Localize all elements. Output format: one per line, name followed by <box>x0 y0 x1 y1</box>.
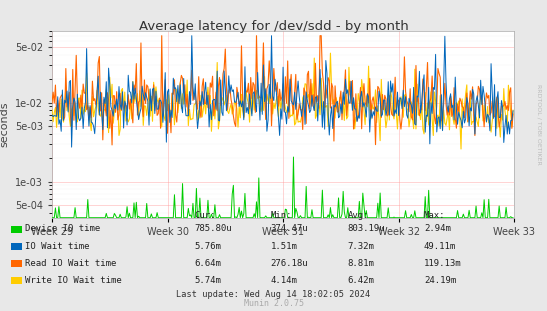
Text: 374.47u: 374.47u <box>271 225 309 233</box>
Text: 8.81m: 8.81m <box>347 259 374 267</box>
Text: Max:: Max: <box>424 211 445 220</box>
Text: Avg:: Avg: <box>347 211 369 220</box>
Text: IO Wait time: IO Wait time <box>25 242 90 250</box>
Text: Min:: Min: <box>271 211 292 220</box>
Text: 119.13m: 119.13m <box>424 259 462 267</box>
Text: 803.19u: 803.19u <box>347 225 385 233</box>
Text: 5.76m: 5.76m <box>194 242 221 250</box>
Text: 785.80u: 785.80u <box>194 225 232 233</box>
Text: Read IO Wait time: Read IO Wait time <box>25 259 117 267</box>
Text: RRDTOOL / TOBI OETIKER: RRDTOOL / TOBI OETIKER <box>536 84 542 165</box>
Text: Device IO time: Device IO time <box>25 225 101 233</box>
Text: 276.18u: 276.18u <box>271 259 309 267</box>
Text: Write IO Wait time: Write IO Wait time <box>25 276 122 285</box>
Text: 4.14m: 4.14m <box>271 276 298 285</box>
Text: Average latency for /dev/sdd - by month: Average latency for /dev/sdd - by month <box>138 20 409 33</box>
Text: 6.42m: 6.42m <box>347 276 374 285</box>
Text: 6.64m: 6.64m <box>194 259 221 267</box>
Text: Munin 2.0.75: Munin 2.0.75 <box>243 299 304 308</box>
Y-axis label: seconds: seconds <box>0 102 9 147</box>
Text: 24.19m: 24.19m <box>424 276 456 285</box>
Text: 7.32m: 7.32m <box>347 242 374 250</box>
Text: 2.94m: 2.94m <box>424 225 451 233</box>
Text: 1.51m: 1.51m <box>271 242 298 250</box>
Text: 49.11m: 49.11m <box>424 242 456 250</box>
Text: Last update: Wed Aug 14 18:02:05 2024: Last update: Wed Aug 14 18:02:05 2024 <box>176 290 371 299</box>
Text: 5.74m: 5.74m <box>194 276 221 285</box>
Text: Cur:: Cur: <box>194 211 216 220</box>
